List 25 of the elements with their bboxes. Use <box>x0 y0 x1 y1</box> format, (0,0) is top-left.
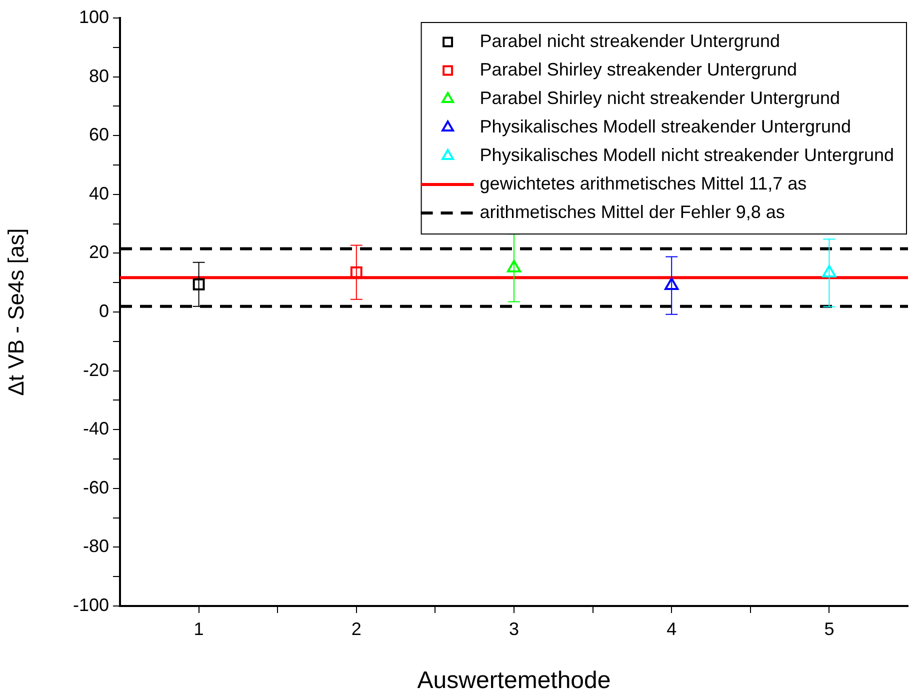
x-tick-label: 3 <box>508 618 520 639</box>
y-tick-label: 80 <box>88 66 109 86</box>
x-tick-label: 4 <box>666 618 677 639</box>
y-tick-label: 100 <box>78 6 109 27</box>
y-tick-label: -20 <box>82 360 109 380</box>
y-axis-title: Δt VB - Se4s [as] <box>3 228 28 396</box>
y-tick-label: 40 <box>88 183 109 204</box>
y-tick-label: -60 <box>82 477 109 498</box>
x-tick-label: 1 <box>194 618 204 639</box>
y-tick-label: -40 <box>82 418 109 439</box>
legend-label: Physikalisches Modell streakender Untergrund <box>480 116 851 136</box>
y-tick-label: 60 <box>88 124 109 145</box>
legend-label: gewichtetes arithmetisches Mittel 11,7 as <box>480 173 807 194</box>
legend-label: arithmetisches Mittel der Fehler 9,8 as <box>480 202 785 222</box>
y-tick-label: 20 <box>88 242 109 262</box>
y-tick-label: -80 <box>82 536 109 556</box>
legend-label: Parabel Shirley streakender Untergrund <box>480 59 797 80</box>
x-tick-label: 5 <box>824 618 834 639</box>
x-tick-label: 2 <box>351 618 362 639</box>
y-tick-label: -100 <box>72 594 109 615</box>
legend-label: Parabel nicht streakender Untergrund <box>480 30 780 51</box>
legend-label: Parabel Shirley nicht streakender Untergrund <box>480 88 840 108</box>
y-tick-label: 0 <box>98 300 109 321</box>
x-axis-title: Auswertemethode <box>417 667 611 694</box>
legend-label: Physikalisches Modell nicht streakender Untergrund <box>480 144 894 165</box>
